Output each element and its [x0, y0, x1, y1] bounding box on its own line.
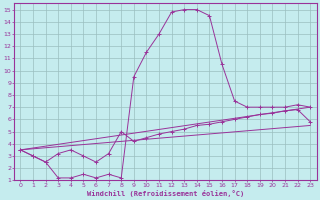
X-axis label: Windchill (Refroidissement éolien,°C): Windchill (Refroidissement éolien,°C) — [87, 190, 244, 197]
